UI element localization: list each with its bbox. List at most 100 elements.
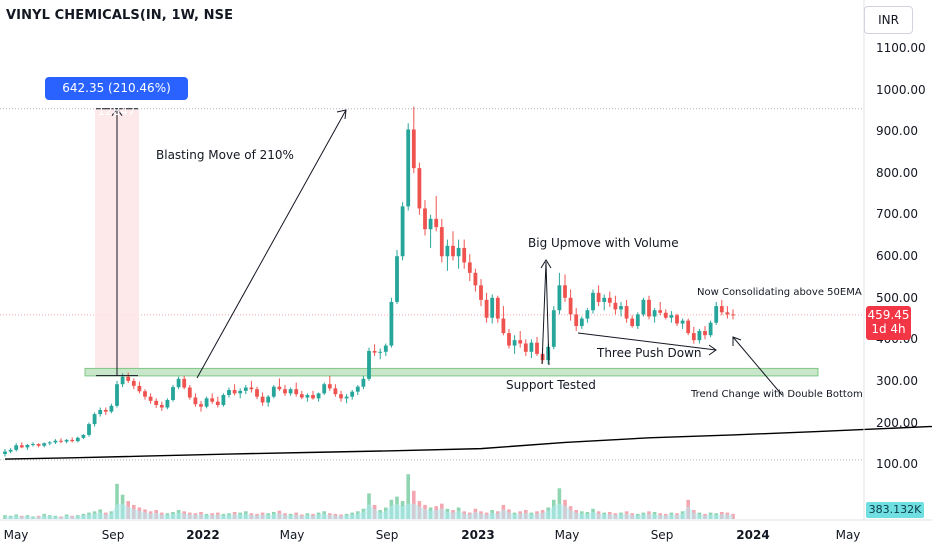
candle-body [585, 310, 590, 319]
y-tick: 800.00 [876, 166, 918, 180]
candle-body [277, 386, 282, 390]
candle [344, 394, 349, 404]
candle [434, 195, 439, 232]
candle-body [199, 404, 203, 407]
candle-body [624, 306, 629, 319]
candle [238, 388, 243, 399]
candle-body [367, 350, 371, 379]
candle [490, 294, 495, 324]
candle [64, 439, 69, 444]
candle [686, 318, 691, 336]
x-tick: 2024 [736, 528, 770, 542]
last-price-tag: 459.45 1d 4h [866, 306, 911, 340]
volume-layer [3, 474, 735, 519]
upmove-arrow-line [541, 261, 550, 366]
candle-body [232, 390, 237, 394]
candle-body [406, 129, 411, 207]
blasting-arrow-head [336, 109, 347, 120]
candle-body [529, 342, 534, 352]
candle [731, 309, 735, 320]
candle-body [59, 440, 63, 442]
candle-body [389, 301, 394, 346]
dotted-levels [0, 108, 864, 461]
candle [591, 289, 595, 314]
candle [70, 437, 75, 443]
candle-body [31, 444, 35, 446]
volume-bar [115, 483, 119, 519]
candle-body [64, 439, 69, 442]
candle-body [311, 395, 315, 399]
candle [131, 378, 136, 390]
candle-body [507, 333, 511, 346]
y-tick: 200.00 [876, 416, 918, 430]
candle-body [495, 297, 500, 319]
candle-body [36, 444, 41, 446]
candle-body [512, 340, 517, 346]
candle [624, 299, 629, 323]
candle [507, 328, 511, 349]
currency-button[interactable]: INR [864, 6, 913, 34]
candle [199, 400, 203, 412]
candle-body [607, 297, 612, 303]
candle-body [669, 315, 674, 318]
candle-body [19, 445, 24, 448]
candle-body [148, 396, 153, 401]
candle [8, 448, 13, 454]
candle-body [602, 297, 607, 302]
candle-body [641, 299, 646, 315]
candle-body [467, 262, 472, 273]
y-tick: 600.00 [876, 249, 918, 263]
candle-body [92, 414, 97, 425]
candle-body [675, 315, 679, 324]
candle-body [417, 168, 422, 209]
annotation-three-push-down: Three Push Down [597, 346, 702, 360]
candle-body [294, 389, 299, 395]
candle-body [288, 389, 293, 394]
annotation-support-tested: Support Tested [506, 378, 596, 392]
candle-body [70, 439, 75, 442]
candle [602, 294, 607, 311]
candle-body [339, 394, 343, 399]
candle-body [126, 376, 131, 381]
candle-body [120, 376, 125, 385]
candle [395, 249, 399, 305]
candle-body [596, 292, 601, 302]
candle [411, 106, 416, 174]
candle-body [383, 345, 388, 352]
candle [316, 392, 321, 402]
x-tick: 2022 [186, 528, 220, 542]
candle-body [439, 227, 444, 257]
candle [663, 309, 668, 320]
candle [210, 393, 215, 404]
candle [389, 297, 394, 348]
candle-body [266, 396, 271, 403]
x-tick: 2023 [461, 528, 495, 542]
candle-body [378, 351, 383, 353]
upmove-arrow-head [540, 259, 552, 269]
candle-body [518, 340, 523, 344]
candle [288, 387, 293, 396]
candle [42, 442, 47, 448]
candle-body [210, 398, 215, 402]
candle-body [434, 218, 439, 228]
candle-body [327, 384, 332, 389]
candle-body [3, 451, 7, 455]
x-tick: May [279, 528, 305, 542]
candle-body [456, 247, 461, 257]
candle-body [182, 378, 187, 388]
candle [232, 384, 237, 396]
candle-body [283, 389, 287, 394]
candle [428, 214, 433, 248]
candle-body [215, 401, 220, 405]
measure-label[interactable]: 642.35 (210.46%) 12847 [45, 77, 188, 118]
candle-body [176, 378, 181, 388]
candle-body [731, 314, 735, 316]
y-tick: 700.00 [876, 207, 918, 221]
candle [529, 339, 534, 359]
candle [187, 385, 192, 400]
candle-body [355, 386, 360, 392]
candle [641, 297, 646, 317]
candle [350, 390, 355, 400]
candle [630, 315, 635, 328]
